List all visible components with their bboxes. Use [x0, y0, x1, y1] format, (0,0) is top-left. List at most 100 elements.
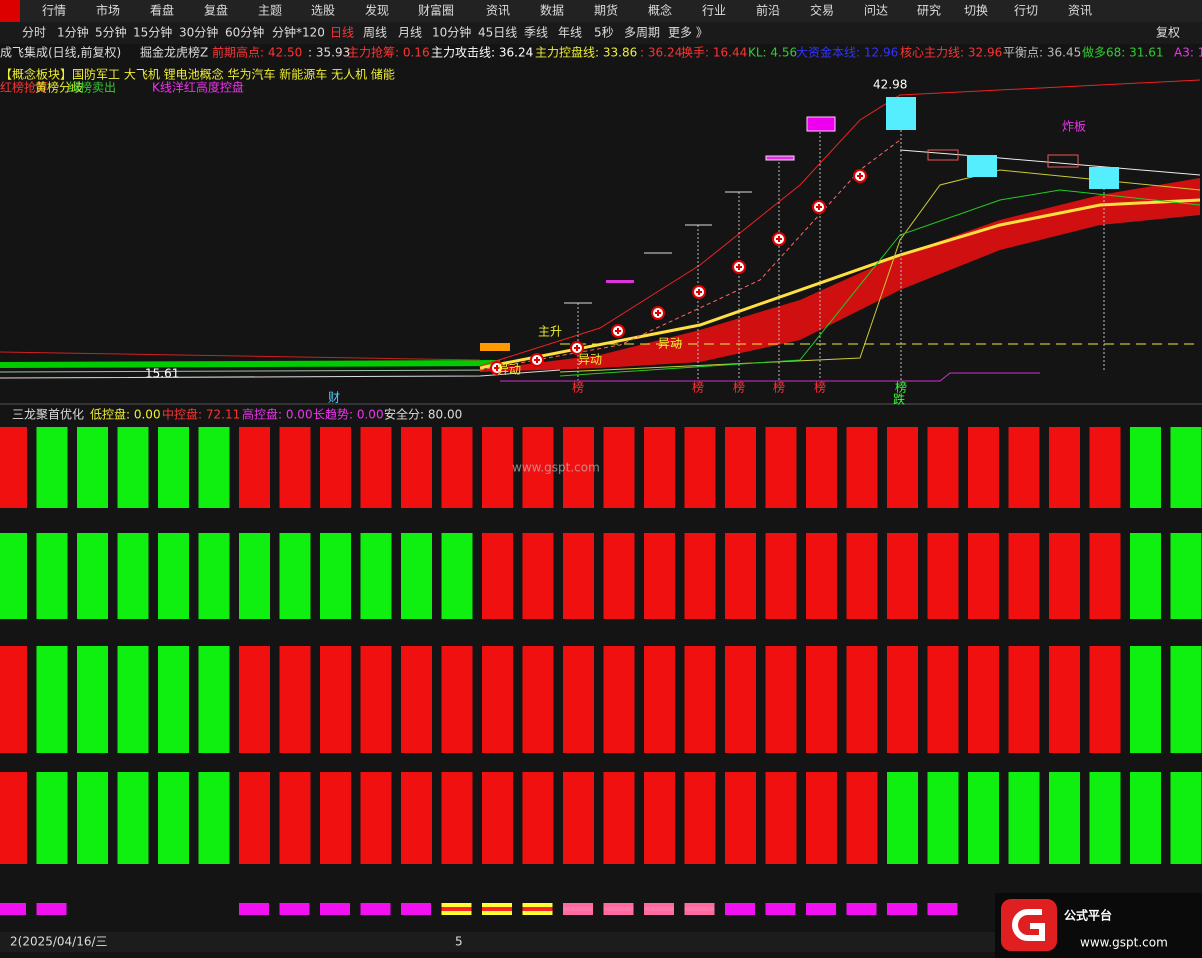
menu-item[interactable]: 行业 — [702, 4, 726, 18]
menu-item[interactable]: 财富圈 — [418, 3, 454, 18]
signal-bar — [765, 646, 797, 753]
signal-bar — [522, 646, 554, 753]
menu-item[interactable]: 期货 — [594, 3, 618, 18]
signal-bar — [1008, 646, 1040, 753]
signal-bar — [522, 533, 554, 619]
signal-bar — [1170, 533, 1202, 619]
signal-bar — [158, 646, 189, 753]
menu-item[interactable]: 选股 — [311, 4, 335, 18]
signal-bar — [968, 427, 999, 508]
signal-bar — [887, 427, 918, 508]
signal-bar — [644, 533, 675, 619]
signal-bar — [765, 772, 797, 864]
signal-bar — [887, 533, 918, 619]
period-tab[interactable]: 多周期 — [624, 26, 660, 40]
period-tab[interactable]: 1分钟 — [57, 25, 89, 40]
period-tab[interactable]: 60分钟 — [225, 25, 264, 40]
annotation: 异动 — [497, 363, 521, 377]
buy-cross — [574, 345, 580, 351]
candle — [806, 116, 836, 132]
legend-item: 黄榜分歧 — [35, 80, 83, 95]
candle — [886, 97, 916, 130]
signal-stripe — [684, 907, 715, 911]
signal-bar — [765, 427, 797, 508]
line — [0, 369, 561, 379]
signal-bar — [1049, 646, 1080, 753]
signal-bar — [887, 646, 918, 753]
legend-item: 绿榜卖出 — [68, 80, 116, 95]
candle — [765, 155, 795, 161]
price-low: 15.61 — [145, 367, 179, 381]
period-tab[interactable]: 30分钟 — [179, 25, 218, 40]
menu-item[interactable]: 研究 — [917, 3, 941, 18]
period-tab[interactable]: 15分钟 — [133, 25, 172, 40]
signal-bar — [77, 646, 108, 753]
signal-bar — [36, 427, 68, 508]
signal-bar — [320, 533, 351, 619]
menu-item[interactable]: 前沿 — [756, 3, 780, 18]
axis-date: 2(2025/04/16/三 — [10, 935, 108, 949]
indicator-value: 主力控盘线: 33.86 — [535, 45, 637, 60]
buy-cross — [696, 289, 702, 295]
menu-item[interactable]: 资讯 — [1068, 4, 1092, 18]
menu-item[interactable]: 问达 — [864, 4, 888, 18]
signal-bar — [360, 772, 392, 864]
annotation: 炸板 — [1062, 120, 1086, 134]
panel-title: 三龙聚首优化 — [12, 408, 84, 422]
annotation: 跌 — [893, 392, 905, 407]
menu-item[interactable]: 市场 — [96, 3, 120, 18]
buy-cross — [534, 357, 540, 363]
signal-stripe — [563, 907, 593, 911]
signal-bar — [1089, 772, 1121, 864]
menu-item[interactable]: 切换 — [964, 4, 988, 18]
period-tab[interactable]: 季线 — [524, 26, 548, 40]
signal-bar — [1170, 772, 1202, 864]
buy-cross — [615, 328, 621, 334]
indicator-value: 做多68: 31.61 — [1082, 45, 1163, 60]
menu-item[interactable]: 看盘 — [150, 3, 174, 18]
candle — [1089, 167, 1119, 189]
indicator-value: 平衡点: 36.45 — [1003, 46, 1081, 60]
indicator-value: 大资金本线: 12.96 — [796, 45, 898, 60]
signal-bar — [684, 772, 716, 864]
button[interactable]: 复权 — [1156, 26, 1180, 40]
signal-bar — [563, 427, 594, 508]
period-tab[interactable]: 分时 — [22, 26, 46, 40]
signal-bar — [320, 903, 350, 915]
signal-bar — [239, 533, 270, 619]
logo-icon — [1001, 899, 1057, 951]
period-tab[interactable]: 5分钟 — [95, 25, 127, 40]
menu-item[interactable]: 资讯 — [486, 4, 510, 18]
menu-item[interactable]: 行切 — [1014, 4, 1038, 18]
period-tab[interactable]: 10分钟 — [432, 25, 471, 40]
period-tab[interactable]: 月线 — [398, 26, 422, 40]
signal-bar — [806, 772, 837, 864]
menu-item[interactable]: 交易 — [810, 3, 834, 18]
period-tab[interactable]: 周线 — [363, 26, 387, 40]
menu-item[interactable]: 数据 — [540, 3, 564, 18]
signal-bar — [239, 903, 269, 915]
period-tab[interactable]: 日线 — [330, 26, 354, 40]
menu-item[interactable]: 发现 — [365, 3, 389, 18]
signal-bar — [441, 533, 473, 619]
signal-bar — [279, 646, 311, 753]
signal-bar — [806, 427, 837, 508]
buy-points — [490, 169, 867, 375]
signal-bar — [563, 533, 594, 619]
period-tab[interactable]: 分钟*120 — [272, 25, 325, 40]
period-tab[interactable]: 更多 》 — [668, 26, 708, 40]
period-tab[interactable]: 5秒 — [594, 26, 614, 40]
menu-item[interactable]: 复盘 — [204, 3, 228, 18]
signal-bar — [198, 533, 230, 619]
menu-item[interactable]: 主题 — [258, 4, 282, 18]
band — [480, 178, 1200, 372]
concepts: 【概念板块】国防军工 大飞机 锂电池概念 华为汽车 新能源车 无人机 储能 — [0, 67, 395, 82]
period-bar — [0, 22, 1202, 44]
annotation: 主升 — [538, 325, 562, 339]
menu-item[interactable]: 概念 — [648, 3, 672, 18]
line — [0, 351, 481, 361]
signal-bar — [360, 903, 391, 915]
menu-item[interactable]: 行情 — [42, 4, 66, 18]
period-tab[interactable]: 45日线 — [478, 26, 517, 40]
period-tab[interactable]: 年线 — [558, 26, 582, 40]
